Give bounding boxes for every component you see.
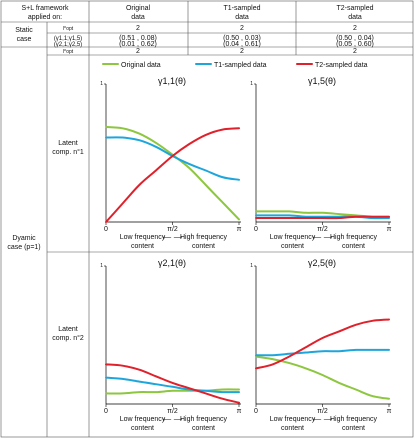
column-header-t2-line2: data — [348, 14, 362, 21]
x-tick-label: π — [387, 226, 392, 233]
static-lopt-label: l^opt — [63, 26, 74, 32]
column-header-t1-line2: data — [235, 14, 249, 21]
high-frequency-label-line2: content — [342, 243, 365, 250]
right-arrow-icon: ⟶ — [324, 235, 333, 241]
left-arrow-icon: ⟵ — [163, 417, 172, 423]
dynamic-lopt-original: 2 — [136, 48, 140, 55]
low-frequency-label-line2: content — [131, 243, 154, 250]
x-tick-label: 0 — [254, 408, 258, 415]
static-lopt-original: 2 — [136, 25, 140, 32]
static-gamma1-t1: (0.50 , 0.03) — [223, 35, 261, 42]
static-lopt-t2: 2 — [353, 25, 357, 32]
framework-header-line1: S+L framework — [21, 5, 69, 12]
chart-panels: γ1,1(θ) 1 0 π/2 π Low frequency content High fr… — [100, 76, 391, 432]
high-frequency-label: High frequency — [180, 416, 228, 423]
static-case-label-line2: case — [17, 36, 32, 43]
right-arrow-icon: ⟶ — [324, 417, 333, 423]
chart-panel-3: γ2,1(θ) 1 0 π/2 π Low frequency content High fr… — [100, 258, 241, 432]
low-frequency-label: Low frequency — [120, 234, 166, 241]
latent-comp1-label-line1: Latent — [58, 140, 78, 147]
x-tick-label: 0 — [104, 408, 108, 415]
dynamic-lopt-t1: 2 — [240, 48, 244, 55]
x-tick-label: π/2 — [317, 408, 328, 415]
left-arrow-icon: ⟵ — [313, 417, 322, 423]
left-arrow-icon: ⟵ — [313, 235, 322, 241]
static-gamma-label-1: (γ1,1;γ1,5) — [54, 36, 82, 42]
high-frequency-label: High frequency — [180, 234, 228, 241]
legend-label-t2: T2-sampled data — [315, 62, 368, 69]
x-tick-label: π — [237, 226, 242, 233]
static-gamma2-original: (0.01 , 0.62) — [119, 41, 157, 48]
right-arrow-icon: ⟶ — [174, 235, 183, 241]
series-line-t2 — [105, 127, 240, 223]
latent-comp2-label-line2: comp. n°2 — [52, 334, 84, 342]
chart-panel-2: γ1,5(θ) 1 0 π/2 π Low frequency content High fr… — [250, 76, 391, 250]
left-arrow-icon: ⟵ — [163, 235, 172, 241]
low-frequency-label: Low frequency — [270, 416, 316, 423]
chart-title: γ2,5(θ) — [308, 258, 336, 268]
series-line-t2 — [105, 363, 240, 404]
low-frequency-label: Low frequency — [270, 234, 316, 241]
chart-title: γ1,5(θ) — [308, 76, 336, 86]
latent-comp1-label-line2: comp. n°1 — [52, 148, 84, 156]
dynamic-lopt-t2: 2 — [353, 48, 357, 55]
static-gamma2-t1: (0.04 , 0.61) — [223, 41, 261, 48]
legend-label-t1: T1-sampled data — [214, 62, 267, 69]
x-tick-label: 0 — [254, 226, 258, 233]
series-line-t2 — [255, 215, 390, 220]
x-tick-label: 0 — [104, 226, 108, 233]
static-case-label-line1: Static — [15, 27, 33, 34]
x-tick-label: π/2 — [167, 226, 178, 233]
y-tick-label-top: 1 — [250, 263, 253, 269]
high-frequency-label: High frequency — [330, 234, 378, 241]
column-header-t2-line1: T2-sampled — [337, 5, 374, 12]
static-gamma1-original: (0.51 , 0.08) — [119, 35, 157, 42]
series-line-t1 — [255, 214, 390, 220]
low-frequency-label-line2: content — [131, 425, 154, 432]
dynamic-lopt-label: l^opt — [63, 49, 74, 55]
chart-title: γ1,1(θ) — [158, 76, 186, 86]
legend: Original data T1-sampled data T2-sampled… — [102, 62, 368, 69]
static-gamma1-t2: (0.50 , 0.04) — [336, 35, 374, 42]
y-tick-label-top: 1 — [250, 81, 253, 87]
framework-header-line2: applied on: — [28, 14, 62, 21]
static-gamma2-t2: (0.05 , 0.60) — [336, 41, 374, 48]
low-frequency-label-line2: content — [281, 243, 304, 250]
x-tick-label: π — [387, 408, 392, 415]
series-line-t1 — [105, 376, 240, 394]
high-frequency-label-line2: content — [192, 243, 215, 250]
static-lopt-t1: 2 — [240, 25, 244, 32]
series-line-t2 — [255, 318, 390, 370]
series-line-original — [255, 355, 390, 400]
static-gamma-label-2: (γ2,1;γ2,5) — [54, 42, 82, 48]
column-header-original-line2: data — [131, 14, 145, 21]
chart-panel-4: γ2,5(θ) 1 0 π/2 π Low frequency content High fr… — [250, 258, 391, 432]
y-tick-label-top: 1 — [100, 263, 103, 269]
legend-label-original: Original data — [121, 62, 161, 69]
column-header-t1-line1: T1-sampled — [224, 5, 261, 12]
dynamic-case-label-line2: case (p=1) — [7, 244, 40, 251]
x-tick-label: π/2 — [167, 408, 178, 415]
series-line-t1 — [255, 348, 390, 357]
series-line-t1 — [105, 136, 240, 181]
high-frequency-label-line2: content — [192, 425, 215, 432]
series-line-original — [105, 388, 240, 395]
chart-panel-1: γ1,1(θ) 1 0 π/2 π Low frequency content High fr… — [100, 76, 241, 250]
low-frequency-label-line2: content — [281, 425, 304, 432]
latent-comp2-label-line1: Latent — [58, 326, 78, 333]
high-frequency-label-line2: content — [342, 425, 365, 432]
series-line-original — [105, 126, 240, 221]
y-tick-label-top: 1 — [100, 81, 103, 87]
right-arrow-icon: ⟶ — [174, 417, 183, 423]
low-frequency-label: Low frequency — [120, 416, 166, 423]
x-tick-label: π — [237, 408, 242, 415]
dynamic-case-label-line1: Dyamic — [12, 235, 36, 242]
high-frequency-label: High frequency — [330, 416, 378, 423]
column-header-original-line1: Original — [126, 5, 151, 12]
chart-title: γ2,1(θ) — [158, 258, 186, 268]
x-tick-label: π/2 — [317, 226, 328, 233]
